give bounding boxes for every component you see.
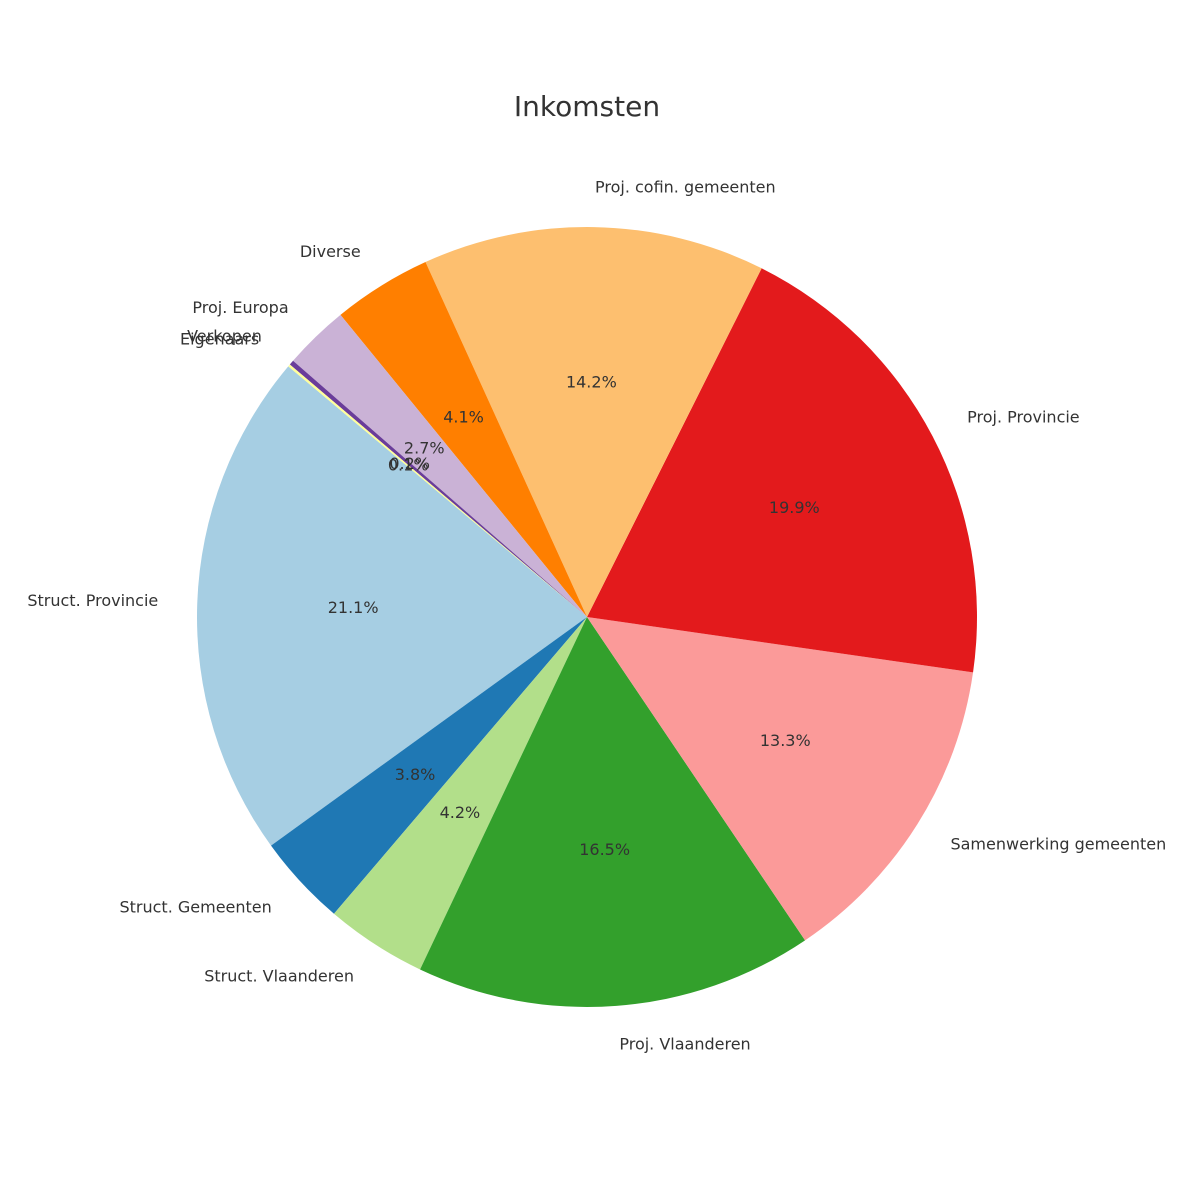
slice-label: Proj. Europa <box>192 298 288 317</box>
value-label: 14.2% <box>566 373 617 392</box>
pie-slice <box>196 366 587 846</box>
value-label: 0.1% <box>388 456 429 475</box>
value-label: 0.2% <box>389 454 430 473</box>
pie-slice <box>340 262 587 617</box>
pie-slice <box>587 268 977 673</box>
pie-slice <box>293 314 587 617</box>
slice-label: Diverse <box>300 242 361 261</box>
pie-slice <box>289 360 587 617</box>
value-label: 2.7% <box>404 438 445 457</box>
pie-slice <box>333 617 587 970</box>
pie-slice <box>425 227 762 617</box>
slice-label: Verkopen <box>187 327 262 346</box>
value-label: 4.1% <box>443 408 484 427</box>
value-label: 4.2% <box>440 803 481 822</box>
value-label: 3.8% <box>395 765 436 784</box>
slice-label: Eigenaars <box>180 330 259 349</box>
pie-slice <box>288 364 587 617</box>
value-label: 21.1% <box>328 598 379 617</box>
value-label: 16.5% <box>579 840 630 859</box>
slice-label: Struct. Gemeenten <box>119 898 271 917</box>
slice-label: Struct. Provincie <box>27 591 158 610</box>
value-label: 19.9% <box>769 498 820 517</box>
pie-slice <box>271 617 587 914</box>
slice-label: Struct. Vlaanderen <box>204 967 354 986</box>
pie-slice <box>420 617 806 1007</box>
slice-label: Proj. cofin. gemeenten <box>595 178 776 197</box>
value-label: 13.3% <box>760 731 811 750</box>
slice-label: Samenwerking gemeenten <box>950 834 1166 853</box>
slice-label: Proj. Provincie <box>967 408 1080 427</box>
chart-title: Inkomsten <box>514 90 660 123</box>
pie-slice <box>587 617 974 941</box>
slice-label: Proj. Vlaanderen <box>619 1034 750 1053</box>
